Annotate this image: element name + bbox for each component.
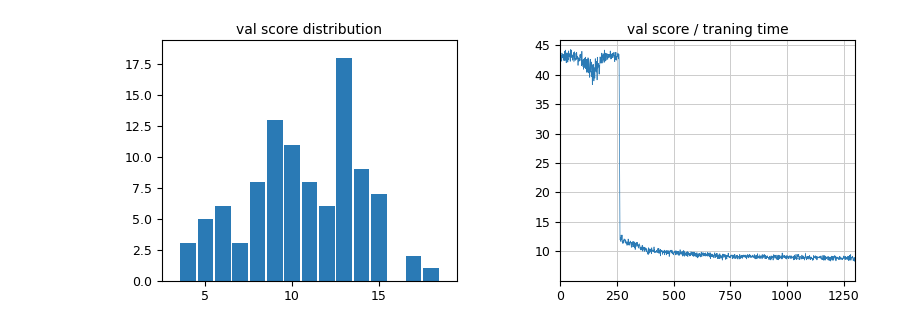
Title: val score / traning time: val score / traning time	[626, 23, 788, 37]
Bar	[180, 244, 196, 280]
Bar	[337, 58, 352, 280]
Bar	[406, 256, 421, 280]
Bar	[319, 206, 335, 280]
Bar	[267, 120, 283, 280]
Bar	[423, 268, 438, 280]
Bar	[215, 206, 230, 280]
Bar	[354, 169, 369, 280]
Bar	[302, 182, 318, 280]
Bar	[284, 145, 300, 280]
Bar	[232, 244, 248, 280]
Title: val score distribution: val score distribution	[237, 23, 382, 37]
Bar	[249, 182, 266, 280]
Bar	[371, 194, 387, 280]
Bar	[198, 219, 213, 280]
